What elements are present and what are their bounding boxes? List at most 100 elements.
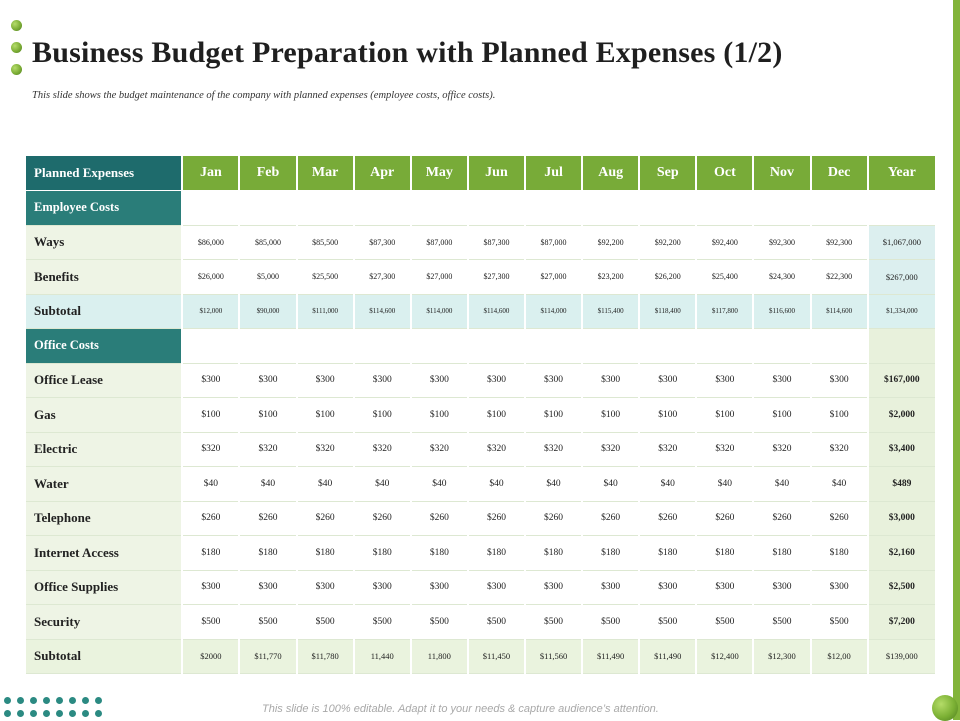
bullet-dot-icon — [11, 42, 22, 53]
month-cell: $11,490 — [583, 639, 639, 674]
month-cell: $40 — [411, 467, 467, 502]
month-cell: $500 — [297, 605, 353, 640]
grid-dot-icon — [4, 697, 11, 704]
month-cell: $300 — [354, 571, 410, 605]
month-cell: $300 — [811, 571, 867, 605]
year-total-cell: $489 — [868, 467, 935, 502]
header-year: Year — [868, 156, 935, 191]
month-cell: $11,770 — [240, 639, 296, 674]
month-cell: $300 — [183, 364, 239, 398]
table-row: Ways $86,000 $85,000 $85,500 $87,300 $87,000 $… — [26, 225, 935, 260]
month-cell: $500 — [354, 605, 410, 640]
row-label: Subtotal — [26, 294, 182, 329]
month-cell: $180 — [468, 536, 524, 571]
month-cell: $114,600 — [354, 294, 410, 329]
table-header: Planned Expenses Jan Feb Mar Apr May Jun Jul Aug… — [26, 156, 935, 191]
month-cell: $300 — [354, 364, 410, 398]
month-cell: $320 — [354, 433, 410, 467]
grid-dot-icon — [69, 710, 76, 717]
month-cell: $40 — [640, 467, 696, 502]
month-cell: $180 — [297, 536, 353, 571]
month-cell: $87,000 — [411, 226, 467, 260]
month-cell: $300 — [297, 571, 353, 605]
month-cell: $12,00 — [811, 639, 867, 674]
grid-dot-icon — [17, 710, 24, 717]
month-cell: $260 — [411, 502, 467, 536]
table-row: Benefits $26,000 $5,000 $25,500 $27,300 $27,0… — [26, 260, 935, 295]
month-cell: $87,300 — [468, 226, 524, 260]
month-cell: $116,600 — [754, 294, 810, 329]
month-cell: $300 — [811, 364, 867, 398]
grid-dot-icon — [43, 710, 50, 717]
month-cell: $320 — [754, 433, 810, 467]
month-cell — [583, 329, 639, 364]
month-cell: $260 — [811, 502, 867, 536]
month-cell — [811, 191, 867, 226]
month-cell: $500 — [183, 605, 239, 640]
month-cell: $320 — [183, 433, 239, 467]
month-cell: $300 — [240, 364, 296, 398]
table-row: Telephone $260 $260 $260 $260 $260 $260 $260 $26… — [26, 501, 935, 536]
month-cell: $300 — [468, 364, 524, 398]
month-cell: $40 — [526, 467, 582, 502]
month-cell: $180 — [697, 536, 753, 571]
month-cell: $300 — [526, 364, 582, 398]
month-cell: $92,300 — [754, 226, 810, 260]
month-cell — [468, 329, 524, 364]
row-label: Employee Costs — [26, 191, 182, 226]
grid-dot-icon — [56, 710, 63, 717]
month-cell: $320 — [583, 433, 639, 467]
month-cell: $25,500 — [297, 260, 353, 295]
month-cell: $500 — [240, 605, 296, 640]
month-cell — [183, 329, 239, 364]
month-cell: $85,500 — [297, 226, 353, 260]
year-total-cell: $2,500 — [868, 570, 935, 605]
month-cell: $300 — [411, 571, 467, 605]
header-row: Planned Expenses Jan Feb Mar Apr May Jun Jul Aug… — [26, 156, 935, 191]
month-cell: $260 — [297, 502, 353, 536]
month-cell: $260 — [754, 502, 810, 536]
month-cell: $2000 — [183, 639, 239, 674]
month-cell: $320 — [640, 433, 696, 467]
month-cell: $11,780 — [297, 639, 353, 674]
month-cell: $100 — [354, 398, 410, 433]
month-cell: $114,000 — [526, 294, 582, 329]
month-cell: $300 — [640, 571, 696, 605]
header-nov: Nov — [754, 156, 810, 191]
title-bullet-dots — [11, 20, 25, 86]
table-row: Water $40 $40 $40 $40 $40 $40 $40 $40 $40 $40 $40 $4… — [26, 467, 935, 502]
grid-dot-icon — [95, 697, 102, 704]
month-cell: $100 — [183, 398, 239, 433]
month-cell: $90,000 — [240, 294, 296, 329]
month-cell: $111,000 — [297, 294, 353, 329]
grid-dot-icon — [82, 697, 89, 704]
header-sep: Sep — [640, 156, 696, 191]
table-row: Subtotal $12,000 $90,000 $111,000 $114,600 $1… — [26, 294, 935, 329]
row-label: Security — [26, 605, 182, 640]
month-cell: $40 — [240, 467, 296, 502]
table-row: Subtotal $2000 $11,770 $11,780 11,440 11,800 $… — [26, 639, 935, 674]
row-label: Benefits — [26, 260, 182, 295]
month-cell: $87,000 — [526, 226, 582, 260]
month-cell: $320 — [297, 433, 353, 467]
month-cell — [297, 191, 353, 226]
month-cell: $27,300 — [468, 260, 524, 295]
year-total-cell: $2,000 — [868, 398, 935, 433]
month-cell: $40 — [354, 467, 410, 502]
month-cell: $260 — [354, 502, 410, 536]
month-cell: $24,300 — [754, 260, 810, 295]
month-cell: $92,200 — [583, 226, 639, 260]
month-cell: $320 — [526, 433, 582, 467]
grid-dot-icon — [17, 697, 24, 704]
month-cell — [526, 329, 582, 364]
month-cell: $12,000 — [183, 294, 239, 329]
month-cell: $260 — [526, 502, 582, 536]
grid-dot-icon — [56, 697, 63, 704]
table-row: Employee Costs — [26, 191, 935, 226]
month-cell — [640, 329, 696, 364]
bullet-dot-icon — [11, 20, 22, 31]
month-cell: $260 — [697, 502, 753, 536]
month-cell: $117,800 — [697, 294, 753, 329]
month-cell: $12,300 — [754, 639, 810, 674]
month-cell: $92,200 — [640, 226, 696, 260]
